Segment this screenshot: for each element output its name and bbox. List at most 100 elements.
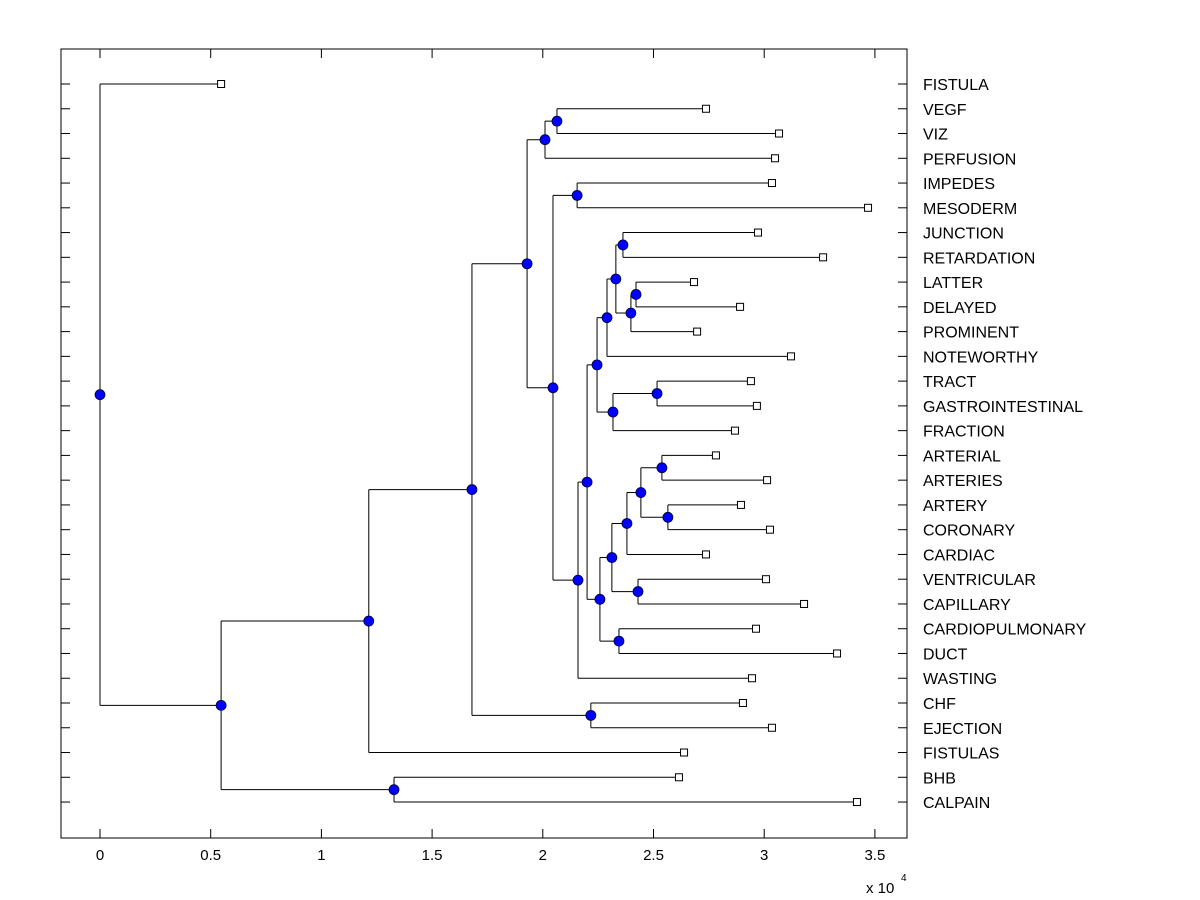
node-marker-j	[571, 190, 583, 201]
leaf-labels: FISTULA VEGF VIZ PERFUSION IMPEDES MESODERM JU…	[923, 77, 1087, 812]
node-marker-b	[363, 615, 375, 627]
leaf-marker-chf	[738, 699, 747, 707]
leaf-marker-noteworthy	[786, 352, 795, 361]
leaf-label-noteworthy: NOTEWORTHY	[923, 349, 1039, 366]
leaf-label-calpain: CALPAIN	[923, 795, 990, 812]
leaf-marker-fraction	[730, 426, 739, 435]
leaf-label-bhb: BHB	[923, 770, 956, 787]
plot-background	[61, 49, 907, 838]
node-marker-f	[585, 709, 597, 721]
leaf-marker-junction	[754, 228, 763, 237]
node-marker-k	[572, 574, 584, 586]
leaf-marker-artery	[736, 500, 745, 509]
x-tick-label: 1	[317, 847, 325, 864]
node-marker-m	[581, 476, 593, 488]
leaf-label-ventricular: VENTRICULAR	[923, 572, 1036, 589]
node-marker-c	[388, 784, 400, 796]
node-marker-aa	[632, 586, 644, 597]
node-marker-v	[625, 307, 637, 319]
leaf-marker-coronary	[765, 525, 774, 534]
leaf-label-ejection: EJECTION	[923, 721, 1002, 738]
leaf-marker-tract	[746, 377, 755, 386]
leaf-label-arterial: ARTERIAL	[923, 448, 1001, 465]
node-marker-ac	[656, 462, 668, 474]
leaf-marker-viz	[775, 129, 784, 138]
leaf-label-delayed: DELAYED	[923, 300, 997, 317]
leaf-label-mesoderm: MESODERM	[923, 201, 1017, 218]
leaf-markers	[217, 80, 873, 807]
node-marker-s	[601, 312, 613, 324]
leaf-marker-ejection	[767, 723, 776, 732]
leaf-marker-impedes	[767, 179, 776, 188]
leaf-marker-retardation	[819, 253, 828, 262]
node-marker-i	[551, 115, 563, 127]
x-multiplier-exponent: 4	[901, 873, 907, 884]
leaf-label-vegf: VEGF	[923, 102, 967, 119]
node-marker-n	[594, 593, 606, 605]
node-marker-e	[521, 258, 533, 270]
leaf-marker-fistula	[217, 80, 226, 88]
axis-ticks	[61, 49, 907, 838]
leaf-marker-arterial	[711, 451, 720, 460]
x-tick-label: 0.5	[200, 847, 221, 864]
leaf-marker-calpain	[852, 798, 861, 807]
leaf-label-impedes: IMPEDES	[923, 176, 995, 193]
leaf-label-fistula: FISTULA	[923, 77, 989, 94]
leaf-label-duct: DUCT	[923, 646, 968, 663]
leaf-label-fraction: FRACTION	[923, 424, 1005, 441]
x-tick-label: 3.5	[864, 847, 885, 864]
leaf-label-gastrointestinal: GASTROINTESTINAL	[923, 399, 1083, 416]
leaf-marker-cardiac	[701, 550, 710, 559]
node-marker-g	[539, 134, 551, 146]
leaf-label-artery: ARTERY	[923, 498, 988, 515]
leaf-label-wasting: WASTING	[923, 671, 997, 688]
node-marker-y	[613, 635, 625, 647]
node-marker-q	[607, 406, 619, 418]
leaf-label-chf: CHF	[923, 696, 956, 713]
leaf-marker-vegf	[701, 104, 710, 113]
node-marker-h	[547, 382, 559, 394]
node-marker-u	[617, 239, 629, 251]
leaf-label-retardation: RETARDATION	[923, 250, 1035, 267]
leaf-label-capillary: CAPILLARY	[923, 597, 1011, 614]
leaf-label-tract: TRACT	[923, 374, 977, 391]
node-marker-l	[591, 359, 603, 371]
leaf-label-arteries: ARTERIES	[923, 473, 1003, 490]
leaf-marker-perfusion	[771, 154, 780, 163]
leaf-marker-fistulas	[680, 748, 689, 757]
leaf-marker-prominent	[693, 327, 702, 336]
x-tick-label: 2	[539, 847, 547, 864]
leaf-label-perfusion: PERFUSION	[923, 151, 1016, 168]
leaf-marker-wasting	[748, 674, 757, 683]
node-marker-w	[630, 289, 642, 300]
leaf-marker-bhb	[674, 773, 683, 782]
leaf-label-viz: VIZ	[923, 127, 948, 144]
node-marker-a	[215, 699, 227, 711]
leaf-label-fistulas: FISTULAS	[923, 746, 999, 763]
leaf-marker-arteries	[763, 476, 772, 485]
leaf-marker-latter	[690, 278, 699, 287]
leaf-label-latter: LATTER	[923, 275, 983, 292]
leaf-marker-gastrointestinal	[752, 401, 761, 410]
node-marker-z	[621, 518, 633, 529]
x-tick-label: 1.5	[422, 847, 443, 864]
leaf-label-cardiac: CARDIAC	[923, 547, 995, 564]
leaf-marker-delayed	[736, 302, 745, 311]
node-marker-x	[606, 552, 618, 563]
leaf-marker-capillary	[800, 599, 809, 608]
x-multiplier-label: x 10	[866, 880, 894, 897]
node-markers	[94, 115, 674, 796]
leaf-marker-ventricular	[761, 575, 770, 584]
leaf-label-junction: JUNCTION	[923, 226, 1004, 243]
leaf-marker-duct	[833, 649, 842, 658]
node-marker-ab	[635, 487, 647, 498]
leaf-marker-cardiopulmonary	[752, 624, 761, 633]
x-tick-label: 3	[760, 847, 768, 864]
leaf-label-cardiopulmonary: CARDIOPULMONARY	[923, 622, 1087, 639]
node-marker-root	[94, 389, 106, 401]
x-tick-labels: 0 0.5 1 1.5 2 2.5 3 3.5	[96, 847, 886, 864]
leaf-label-coronary: CORONARY	[923, 523, 1015, 540]
leaf-label-prominent: PROMINENT	[923, 325, 1019, 342]
plot-frame	[60, 48, 908, 839]
